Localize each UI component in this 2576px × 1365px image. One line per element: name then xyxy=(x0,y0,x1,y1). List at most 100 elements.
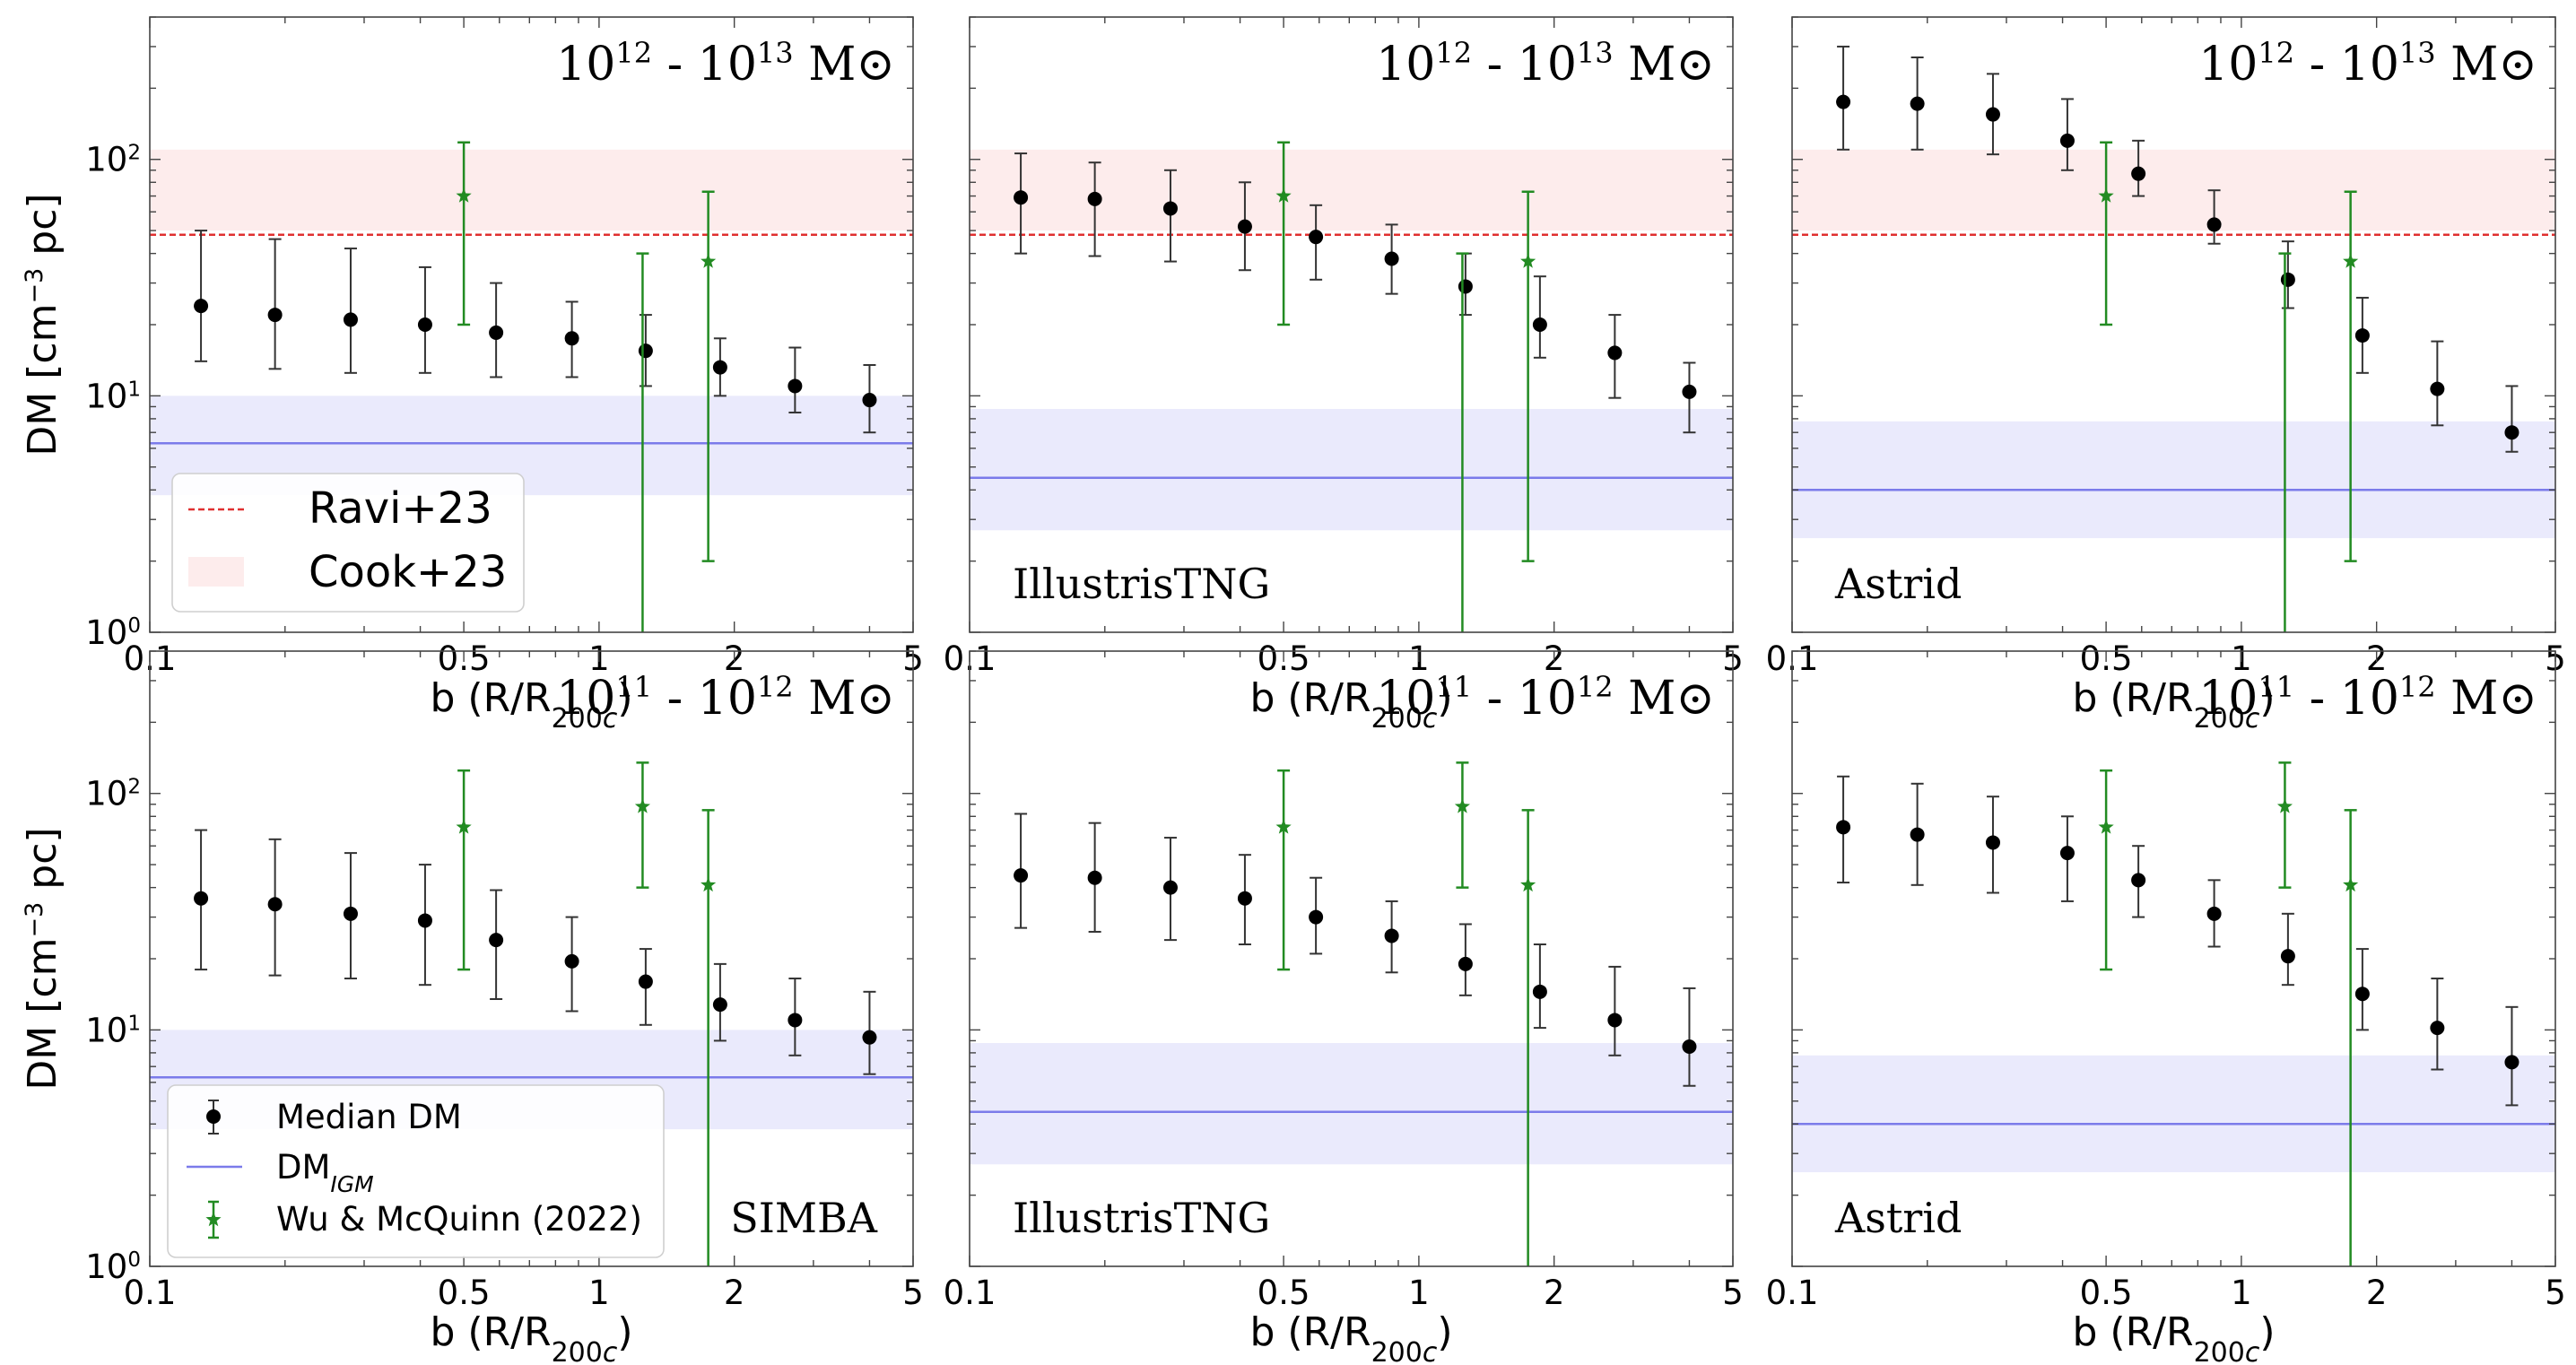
plot-area xyxy=(150,141,913,632)
median-point xyxy=(2059,846,2075,861)
simulation-label: Astrid xyxy=(1834,1194,1962,1242)
x-tick-label: 1 xyxy=(1408,1274,1430,1312)
legend-median-marker xyxy=(206,1109,221,1124)
wu-point xyxy=(456,187,472,203)
y-tick-label: 102 xyxy=(85,141,141,179)
x-tick-label: 1 xyxy=(588,1274,610,1312)
cook23-band xyxy=(150,149,913,231)
simulation-label: IllustrisTNG xyxy=(1013,560,1270,608)
legend-top: Ravi+23 Cook+23 xyxy=(171,473,525,613)
median-point xyxy=(1910,96,1925,111)
mass-range-label: 1012 - 1013 M⊙ xyxy=(556,36,895,91)
x-tick-label: 0.1 xyxy=(124,1274,177,1312)
median-point xyxy=(343,906,358,921)
legend-top-frame xyxy=(171,473,525,613)
legend-median-label: Median DM xyxy=(276,1098,462,1136)
simulation-label: Astrid xyxy=(1834,560,1962,608)
median-point xyxy=(2354,987,2370,1002)
dm-igm-band xyxy=(1792,1055,2555,1173)
wu-point xyxy=(1275,819,1292,834)
simulation-label: SIMBA xyxy=(730,1194,878,1242)
x-tick-label: 2 xyxy=(724,1274,745,1312)
median-point xyxy=(1836,820,1851,835)
median-point xyxy=(2280,272,2295,287)
wu-point xyxy=(1520,876,1536,892)
median-point xyxy=(788,1013,803,1028)
median-point xyxy=(1682,384,1697,399)
median-point xyxy=(1087,191,1102,206)
median-point xyxy=(1985,835,2000,850)
axes-frame xyxy=(969,650,1734,1267)
median-point xyxy=(417,317,432,332)
simulation-label: IllustrisTNG xyxy=(1013,1194,1270,1242)
wu-point xyxy=(701,876,717,892)
median-point xyxy=(1910,827,1925,842)
axes-frame xyxy=(1791,650,2556,1267)
median-point xyxy=(194,299,209,314)
median-point xyxy=(1309,909,1324,925)
panel-1-1: 0.1 0.5 1 2 5b (R/R200c)1011 - 1012 M⊙Illust… xyxy=(944,650,1744,1365)
cook23-band xyxy=(1792,149,2555,231)
x-tick-label: 0.1 xyxy=(944,1274,996,1312)
dm-igm-band xyxy=(970,1042,1733,1165)
median-point xyxy=(1682,1039,1697,1054)
median-point xyxy=(267,897,283,912)
wu-point xyxy=(1275,187,1292,203)
median-point xyxy=(343,312,358,327)
x-axis-label: b (R/R200c) xyxy=(2073,675,2276,735)
median-point xyxy=(2430,1021,2445,1036)
median-point xyxy=(1384,928,1399,943)
wu-point xyxy=(1454,798,1470,813)
plot-area xyxy=(1792,761,2555,1266)
legend-wu-label: Wu & McQuinn (2022) xyxy=(276,1200,642,1239)
median-point xyxy=(1458,279,1473,294)
plot-area xyxy=(1792,45,2555,632)
axes-frame xyxy=(1791,16,2556,633)
cook23-band xyxy=(970,149,1733,231)
wu-point xyxy=(634,798,650,813)
median-point xyxy=(1458,956,1473,971)
x-tick-label: 5 xyxy=(902,1274,924,1312)
median-point xyxy=(638,974,653,989)
median-point xyxy=(1237,219,1252,234)
mass-range-label: 1011 - 1012 M⊙ xyxy=(2198,670,2537,726)
mass-range-label: 1011 - 1012 M⊙ xyxy=(556,670,895,726)
median-point xyxy=(489,933,504,948)
median-point xyxy=(1532,984,1547,999)
median-point xyxy=(267,308,283,323)
median-point xyxy=(1532,317,1547,332)
median-point xyxy=(194,891,209,906)
wu-point xyxy=(2276,798,2293,813)
median-point xyxy=(862,393,877,408)
x-axis-label: b (R/R200c) xyxy=(1250,675,1453,735)
median-point xyxy=(788,378,803,394)
legend-igm-label: DMIGM xyxy=(276,1148,374,1197)
wu-point xyxy=(701,253,717,268)
x-tick-label: 0.5 xyxy=(2080,1274,2133,1312)
median-point xyxy=(1985,107,2000,122)
median-point xyxy=(1014,190,1029,205)
median-point xyxy=(1309,230,1324,245)
median-point xyxy=(1607,1013,1623,1028)
x-tick-label: 2 xyxy=(2366,1274,2388,1312)
y-axis-label: DM [cm−3 pc] xyxy=(20,193,65,456)
wu-point xyxy=(2343,253,2359,268)
median-point xyxy=(2504,1055,2519,1070)
median-point xyxy=(2206,217,2222,232)
median-point xyxy=(2131,166,2146,181)
median-point xyxy=(2354,328,2370,343)
median-point xyxy=(1162,880,1178,895)
x-axis-label: b (R/R200c) xyxy=(2073,1309,2276,1365)
median-point xyxy=(638,343,653,359)
wu-point xyxy=(1520,253,1536,268)
axes-frame xyxy=(969,16,1734,633)
x-tick-label: 0.5 xyxy=(1258,1274,1310,1312)
median-point xyxy=(862,1030,877,1045)
x-tick-label: 1 xyxy=(2231,1274,2252,1312)
median-point xyxy=(1607,345,1623,361)
legend-cook-label: Cook+23 xyxy=(309,547,507,597)
legend-wu-marker xyxy=(205,1212,222,1227)
